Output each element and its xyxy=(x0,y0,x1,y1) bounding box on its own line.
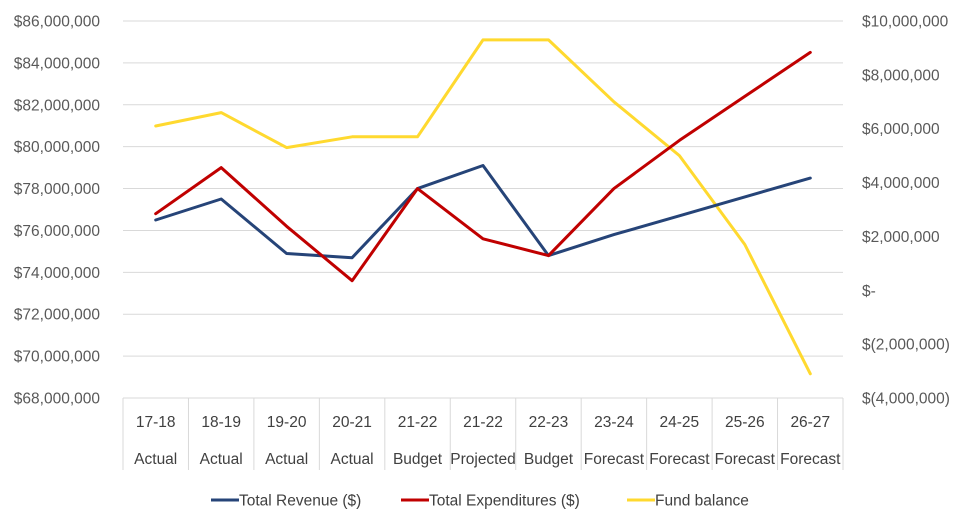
category-status-label: Forecast xyxy=(584,451,645,468)
secondary-y-tick-label: $- xyxy=(862,283,876,300)
category-status-label: Forecast xyxy=(780,451,841,468)
category-year-label: 23-24 xyxy=(594,414,634,431)
secondary-y-tick-label: $8,000,000 xyxy=(862,67,940,84)
secondary-y-axis: $(4,000,000) $(2,000,000) $- $2,000,000 $4,0… xyxy=(862,14,950,408)
primary-y-tick-label: $72,000,000 xyxy=(14,307,101,324)
primary-y-axis: $68,000,000 $70,000,000 $72,000,000 $74,000… xyxy=(14,14,101,408)
category-year-label: 24-25 xyxy=(660,414,700,431)
primary-y-tick-label: $76,000,000 xyxy=(14,223,101,240)
category-status-label: Actual xyxy=(331,451,374,468)
category-year-label: 25-26 xyxy=(725,414,765,431)
category-status-label: Projected xyxy=(450,451,515,468)
primary-y-tick-label: $80,000,000 xyxy=(14,139,101,156)
secondary-y-tick-label: $6,000,000 xyxy=(862,121,940,138)
category-status-label: Actual xyxy=(265,451,308,468)
primary-y-tick-label: $86,000,000 xyxy=(14,14,101,31)
category-status-label: Actual xyxy=(134,451,177,468)
primary-y-tick-label: $78,000,000 xyxy=(14,181,101,198)
secondary-y-tick-label: $4,000,000 xyxy=(862,175,940,192)
category-status-label: Actual xyxy=(200,451,243,468)
gridlines xyxy=(123,20,843,399)
primary-y-tick-label: $68,000,000 xyxy=(14,391,101,408)
series-line-total-revenue xyxy=(154,164,812,260)
category-status-label: Budget xyxy=(393,451,443,468)
category-year-label: 21-22 xyxy=(398,414,438,431)
category-status-label: Budget xyxy=(524,451,574,468)
series-line-total-expenditures xyxy=(154,50,812,283)
category-year-label: 22-23 xyxy=(529,414,569,431)
primary-y-tick-label: $74,000,000 xyxy=(14,265,101,282)
category-year-label: 21-22 xyxy=(463,414,503,431)
series-lines xyxy=(154,38,812,376)
category-status-label: Forecast xyxy=(715,451,776,468)
category-status-label: Forecast xyxy=(649,451,710,468)
secondary-y-tick-label: $2,000,000 xyxy=(862,229,940,246)
primary-y-tick-label: $70,000,000 xyxy=(14,349,101,366)
category-year-label: 26-27 xyxy=(790,414,830,431)
category-axis-labels: 17-18 Actual 18-19 Actual 19-20 Actual 20-21 Ac… xyxy=(134,414,841,468)
secondary-y-tick-label: $10,000,000 xyxy=(862,14,949,31)
legend-label: Total Expenditures ($) xyxy=(429,493,580,510)
category-year-label: 20-21 xyxy=(332,414,372,431)
category-year-label: 19-20 xyxy=(267,414,307,431)
category-axis-grid xyxy=(122,398,844,470)
secondary-y-tick-label: $(4,000,000) xyxy=(862,391,950,408)
secondary-y-tick-label: $(2,000,000) xyxy=(862,337,950,354)
category-year-label: 17-18 xyxy=(136,414,176,431)
primary-y-tick-label: $82,000,000 xyxy=(14,97,101,114)
legend: Total Revenue ($) Total Expenditures ($) F… xyxy=(211,493,749,510)
series-line-fund-balance xyxy=(154,38,812,376)
legend-label: Total Revenue ($) xyxy=(239,493,361,510)
category-year-label: 18-19 xyxy=(201,414,241,431)
legend-label: Fund balance xyxy=(655,493,749,510)
primary-y-tick-label: $84,000,000 xyxy=(14,55,101,72)
